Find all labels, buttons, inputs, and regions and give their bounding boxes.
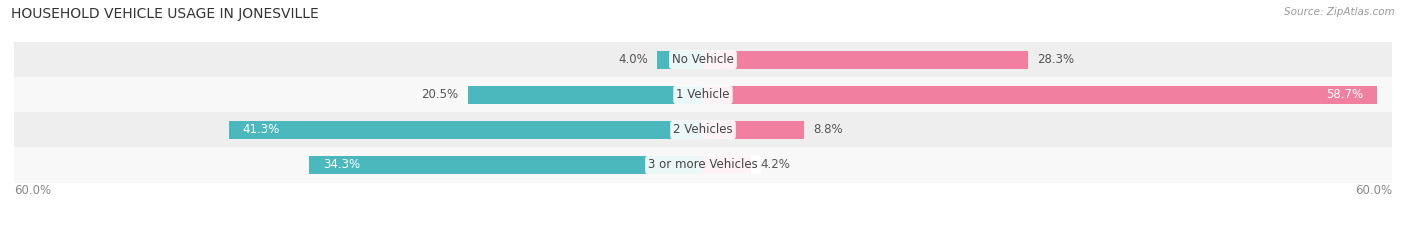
Bar [703,86,1376,104]
Bar [14,77,1392,112]
Text: 1 Vehicle: 1 Vehicle [676,88,730,101]
Bar [703,121,804,139]
Text: Source: ZipAtlas.com: Source: ZipAtlas.com [1284,7,1395,17]
Text: 8.8%: 8.8% [813,123,842,136]
Text: 3 or more Vehicles: 3 or more Vehicles [648,158,758,172]
Text: 4.2%: 4.2% [761,158,790,172]
Text: 34.3%: 34.3% [323,158,360,172]
Text: 20.5%: 20.5% [422,88,458,101]
Bar [14,112,1392,147]
Text: 58.7%: 58.7% [1326,88,1364,101]
Text: HOUSEHOLD VEHICLE USAGE IN JONESVILLE: HOUSEHOLD VEHICLE USAGE IN JONESVILLE [11,7,319,21]
Bar [309,156,703,174]
Text: 28.3%: 28.3% [1038,53,1074,66]
Bar [703,156,751,174]
Text: 60.0%: 60.0% [14,184,51,197]
Bar [703,51,1028,69]
Bar [229,121,703,139]
Text: 4.0%: 4.0% [619,53,648,66]
Bar [657,51,703,69]
Bar [468,86,703,104]
Bar [14,42,1392,77]
Text: No Vehicle: No Vehicle [672,53,734,66]
Bar [14,147,1392,183]
Text: 60.0%: 60.0% [1355,184,1392,197]
Text: 41.3%: 41.3% [243,123,280,136]
Text: 2 Vehicles: 2 Vehicles [673,123,733,136]
